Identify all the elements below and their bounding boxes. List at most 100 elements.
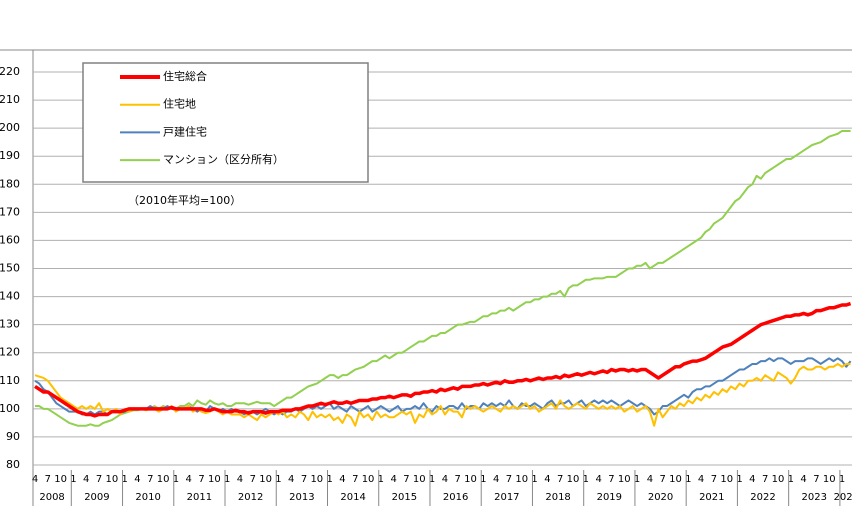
y-tick-label: 90 xyxy=(6,430,20,443)
x-tick-label: 7 xyxy=(403,474,409,485)
x-tick-label: 1 xyxy=(634,474,640,485)
x-tick-label: 7 xyxy=(250,474,256,485)
x-tick-label: 4 xyxy=(390,474,396,485)
year-label: 2012 xyxy=(238,492,263,503)
x-tick-label: 1 xyxy=(275,474,281,485)
y-tick-label: 210 xyxy=(0,93,20,106)
x-tick-label: 1 xyxy=(685,474,691,485)
y-tick-label: 190 xyxy=(0,149,20,162)
x-tick-label: 1 xyxy=(839,474,845,485)
x-tick-label: 4 xyxy=(800,474,806,485)
series-line xyxy=(34,357,852,416)
year-label: 2020 xyxy=(648,492,673,503)
x-tick-label: 7 xyxy=(301,474,307,485)
y-tick-label: 160 xyxy=(0,233,20,246)
x-tick-label: 4 xyxy=(288,474,294,485)
x-tick-label: 4 xyxy=(83,474,89,485)
x-tick-label: 4 xyxy=(237,474,243,485)
legend-label: 住宅地 xyxy=(163,97,196,111)
y-tick-label: 180 xyxy=(0,177,20,190)
y-tick-label: 170 xyxy=(0,205,20,218)
x-tick-label: 7 xyxy=(45,474,51,485)
y-tick-label: 110 xyxy=(0,374,20,387)
year-label: 2013 xyxy=(289,492,314,503)
x-tick-label: 10 xyxy=(720,474,733,485)
x-tick-label: 10 xyxy=(567,474,580,485)
legend xyxy=(82,62,369,183)
x-tick-label: 1 xyxy=(224,474,230,485)
x-tick-label: 10 xyxy=(413,474,426,485)
year-label: 2011 xyxy=(187,492,212,503)
year-label: 2008 xyxy=(39,492,64,503)
x-tick-label: 7 xyxy=(762,474,768,485)
x-tick-label: 1 xyxy=(583,474,589,485)
x-tick-label: 4 xyxy=(32,474,38,485)
annotation-bg xyxy=(120,191,295,211)
x-tick-label: 7 xyxy=(352,474,358,485)
x-tick-label: 4 xyxy=(134,474,140,485)
y-tick-label: 120 xyxy=(0,346,20,359)
x-tick-label: 7 xyxy=(813,474,819,485)
x-tick-label: 1 xyxy=(788,474,794,485)
x-tick-label: 10 xyxy=(823,474,836,485)
legend-label: マンション（区分所有） xyxy=(163,152,284,166)
x-tick-label: 10 xyxy=(464,474,477,485)
year-label: 2010 xyxy=(135,492,160,503)
x-tick-label: 7 xyxy=(147,474,153,485)
x-tick-label: 4 xyxy=(595,474,601,485)
y-tick-label: 130 xyxy=(0,318,20,331)
x-tick-label: 1 xyxy=(326,474,332,485)
x-tick-label: 10 xyxy=(772,474,785,485)
year-label: 2017 xyxy=(494,492,519,503)
series-line xyxy=(34,301,852,418)
x-tick-label: 10 xyxy=(618,474,631,485)
legend-label: 住宅総合 xyxy=(163,69,207,83)
x-tick-label: 1 xyxy=(173,474,179,485)
year-label: 2015 xyxy=(392,492,417,503)
x-tick-label: 4 xyxy=(186,474,192,485)
x-tick-label: 1 xyxy=(480,474,486,485)
y-tick-label: 80 xyxy=(6,458,20,471)
x-tick-label: 7 xyxy=(711,474,717,485)
y-tick-label: 200 xyxy=(0,121,20,134)
x-tick-label: 10 xyxy=(105,474,118,485)
x-tick-label: 10 xyxy=(208,474,221,485)
year-label: 2019 xyxy=(597,492,622,503)
x-tick-label: 4 xyxy=(647,474,653,485)
x-tick-label: 10 xyxy=(515,474,528,485)
x-tick-label: 1 xyxy=(736,474,742,485)
annotation: （2010年平均=100） xyxy=(128,193,241,207)
year-label: 2018 xyxy=(545,492,570,503)
x-tick-label: 7 xyxy=(660,474,666,485)
x-tick-label: 4 xyxy=(544,474,550,485)
x-tick-label: 4 xyxy=(698,474,704,485)
y-tick-label: 100 xyxy=(0,402,20,415)
x-tick-label: 7 xyxy=(557,474,563,485)
x-tick-label: 7 xyxy=(506,474,512,485)
x-tick-label: 4 xyxy=(442,474,448,485)
y-tick-label: 220 xyxy=(0,65,20,78)
lines xyxy=(34,129,852,427)
x-tick-label: 1 xyxy=(121,474,127,485)
x-tick-label: 1 xyxy=(378,474,384,485)
x-tick-label: 7 xyxy=(455,474,461,485)
year-label: 2016 xyxy=(443,492,468,503)
legend-label: 戸建住宅 xyxy=(163,124,207,138)
x-tick-label: 4 xyxy=(493,474,499,485)
series-line xyxy=(34,362,851,427)
x-axis-labels: 4 7 10 1 4 7 10 1 4 7 10 1 4 7 10 1 4 7 10 1 4 7 10 1 4 7 10 1 4 7 10 1… xyxy=(32,470,852,506)
x-tick-label: 7 xyxy=(198,474,204,485)
y-tick-label: 150 xyxy=(0,262,20,275)
x-tick-label: 10 xyxy=(362,474,375,485)
year-label: 2023 xyxy=(802,492,827,503)
x-tick-label: 4 xyxy=(749,474,755,485)
x-tick-label: 10 xyxy=(669,474,682,485)
x-tick-label: 10 xyxy=(259,474,272,485)
x-tick-label: 10 xyxy=(157,474,170,485)
y-tick-label: 140 xyxy=(0,290,20,303)
year-label: 2021 xyxy=(699,492,724,503)
x-tick-label: 4 xyxy=(339,474,345,485)
year-label: 2022 xyxy=(750,492,775,503)
